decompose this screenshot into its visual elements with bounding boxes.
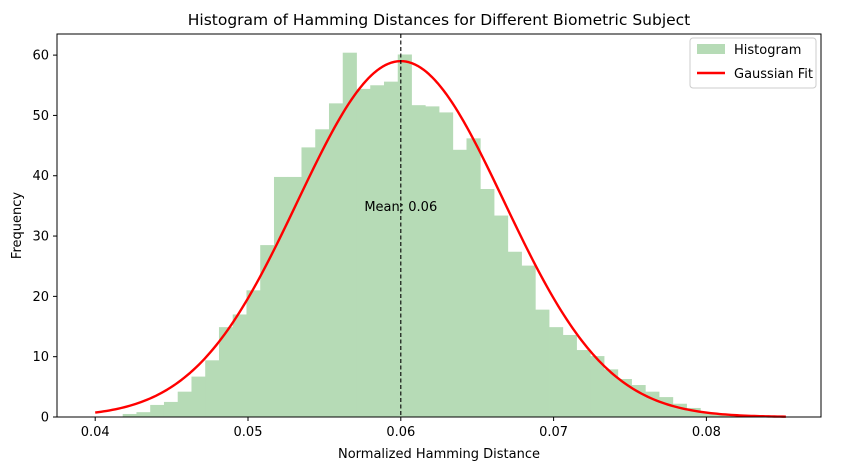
legend-gaussian-fit-label: Gaussian Fit bbox=[734, 67, 813, 82]
histogram-bar bbox=[315, 129, 330, 417]
histogram-bar bbox=[205, 360, 220, 417]
histogram-bar bbox=[273, 176, 289, 417]
histogram-bar bbox=[700, 412, 715, 417]
y-tick-label: 60 bbox=[32, 49, 49, 64]
histogram-bar bbox=[549, 327, 564, 417]
histogram-bar bbox=[232, 314, 247, 417]
histogram-bar bbox=[425, 106, 440, 417]
histogram-bar bbox=[452, 149, 467, 417]
histogram-bar bbox=[590, 356, 605, 417]
histogram-bar bbox=[617, 379, 632, 417]
x-tick-label: 0.05 bbox=[234, 425, 263, 440]
histogram-bar bbox=[301, 147, 316, 417]
histogram-bar bbox=[246, 290, 261, 417]
histogram-bar bbox=[150, 404, 165, 417]
histogram-bar bbox=[218, 327, 234, 417]
x-axis-title: Normalized Hamming Distance bbox=[338, 447, 540, 462]
mean-annotation: Mean: 0.06 bbox=[364, 200, 437, 215]
legend: Histogram Gaussian Fit bbox=[689, 37, 817, 89]
histogram-bar bbox=[659, 397, 674, 417]
histogram-bars bbox=[122, 52, 770, 418]
legend-histogram-label: Histogram bbox=[734, 43, 801, 58]
histogram-bar bbox=[136, 412, 151, 417]
y-tick-label: 0 bbox=[41, 411, 49, 426]
histogram-bar bbox=[122, 413, 137, 417]
histogram-bar bbox=[342, 52, 357, 418]
gaussian-fit-curve bbox=[95, 59, 786, 418]
histogram-bar bbox=[383, 81, 399, 418]
histogram-bar bbox=[576, 350, 591, 417]
plot-frame bbox=[56, 33, 822, 418]
histogram-bar bbox=[686, 407, 701, 417]
histogram-bar bbox=[287, 176, 302, 417]
histogram-bar bbox=[604, 369, 619, 417]
y-tick-label: 20 bbox=[32, 290, 49, 305]
chart-title: Histogram of Hamming Distances for Diffe… bbox=[188, 11, 691, 29]
x-tick-label: 0.04 bbox=[81, 425, 110, 440]
y-axis-ticks: 0 10 20 30 40 50 60 bbox=[32, 49, 57, 426]
legend-histogram-swatch bbox=[697, 44, 725, 54]
histogram-bar bbox=[494, 215, 509, 417]
histogram-bar bbox=[562, 334, 577, 417]
gaussian-fit-layer bbox=[95, 59, 786, 418]
histogram-bar bbox=[507, 251, 522, 417]
histogram-bar bbox=[466, 138, 481, 417]
histogram-bar bbox=[521, 265, 536, 417]
histogram-bar bbox=[439, 112, 454, 417]
histogram-bar bbox=[260, 245, 275, 417]
histogram-bar bbox=[411, 105, 426, 417]
histogram-bar bbox=[480, 189, 495, 417]
x-tick-label: 0.08 bbox=[692, 425, 721, 440]
x-tick-label: 0.07 bbox=[539, 425, 568, 440]
y-tick-label: 30 bbox=[32, 230, 49, 245]
histogram-bar bbox=[397, 54, 412, 418]
histogram-bar bbox=[356, 88, 371, 418]
histogram-bar bbox=[177, 391, 192, 417]
histogram-bar bbox=[191, 376, 206, 417]
histogram-bar bbox=[328, 103, 344, 417]
histogram-bar bbox=[535, 309, 550, 417]
y-tick-label: 10 bbox=[32, 350, 49, 365]
y-tick-label: 40 bbox=[32, 169, 49, 184]
y-tick-label: 50 bbox=[32, 109, 49, 124]
histogram-bar bbox=[727, 415, 742, 417]
y-axis-title: Frequency bbox=[10, 192, 25, 259]
x-axis-ticks: 0.04 0.05 0.06 0.07 0.08 bbox=[81, 417, 721, 440]
histogram-bar bbox=[370, 85, 385, 418]
histogram-bar bbox=[163, 401, 179, 417]
histogram-bar bbox=[714, 414, 729, 417]
x-tick-label: 0.06 bbox=[386, 425, 415, 440]
